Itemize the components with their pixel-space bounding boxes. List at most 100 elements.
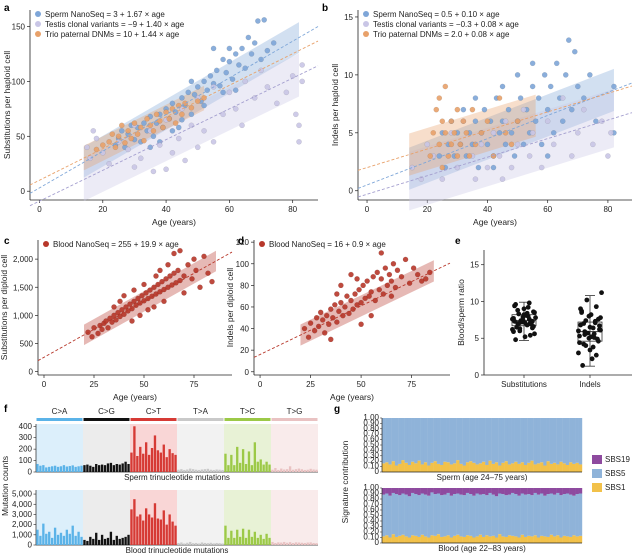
y-tick-label: 0 [29,368,34,377]
sbs1-segment [475,464,479,472]
y-tick-label: 0.40 [363,445,379,454]
sbs1-segment [427,537,431,543]
sbs1-segment [491,463,496,472]
data-point [514,72,521,78]
data-point [319,317,326,323]
data-point [436,95,443,101]
sbs1-segment [475,536,479,543]
regression-line [29,40,319,186]
data-point [121,292,127,299]
data-point [593,352,599,358]
sbs5-segment [385,493,389,536]
spectrum-bar [118,464,121,472]
data-point [255,18,261,24]
data-point [356,286,362,293]
x-tick-label: 0 [37,205,42,214]
data-point [581,321,587,326]
spectrum-bar [153,435,157,472]
y-tick-label: 1,000 [12,530,33,539]
data-point [201,253,207,260]
data-point [201,95,207,101]
spectrum-bar [97,539,101,545]
spectrum-bar [306,542,309,545]
sbs5-segment [546,494,550,537]
group-color-bar [83,418,130,421]
y-tick-label: 15 [344,13,353,22]
data-point [496,153,503,159]
data-point [427,153,434,159]
data-point [590,141,596,148]
sbs19-segment [533,488,538,493]
y-tick-label: 0.40 [363,516,379,525]
data-point [590,325,596,331]
panel-d: 0 25 50 75 0 20 40 60 80 100 120 Age (years) Indels … [225,238,451,402]
sbs5-segment [398,495,402,536]
data-point [181,290,187,296]
spectrum-bar [265,461,268,472]
y-tick-label: 50 [16,132,25,141]
data-point [598,327,603,333]
sbs1-segment [549,463,554,472]
sbs1-segment [520,534,525,543]
spectrum-bar [71,525,74,545]
sbs1-segment [511,535,515,543]
spectrum-bar [168,514,171,545]
data-point [338,299,344,306]
sbs1-segment [507,464,512,472]
sbs1-segment [446,535,450,543]
sbs5-segment [552,418,557,463]
sbs1-segment [578,464,583,472]
sbs1-segment [462,536,467,543]
sbs5-segment [401,418,405,461]
data-point [172,120,179,126]
sbs1-segment [575,536,579,543]
y-tick-label: 2,000 [12,520,33,529]
data-point [409,164,415,171]
sbs5-segment [556,492,560,536]
data-point [511,329,516,335]
sbs19-segment [494,488,499,497]
data-point [588,334,594,340]
sbs1-segment [565,536,570,543]
spectrum-bar [177,542,180,545]
data-point [532,310,537,315]
y-tick-label: 10 [470,297,479,306]
data-point [207,73,214,79]
legend-label: Sperm NanoSeq = 3 + 1.67 × age [45,10,165,19]
data-point [423,276,429,282]
spectrum-bar [224,525,227,545]
spectrum-bar [86,464,89,472]
sbs1-segment [575,462,579,472]
spectrum-bar [168,449,171,472]
data-point [364,278,370,284]
y-tick-label: 500 [20,340,34,349]
y-tick-label: 3,000 [12,510,33,519]
x-tick-label: Substitutions [501,380,547,389]
data-point [591,331,597,337]
spectrum-bar [212,469,215,472]
spectrum-bar [118,538,121,545]
spectrum-bar [45,467,48,472]
data-point [535,95,542,101]
sbs1-segment [423,462,428,472]
sbs5-segment [517,418,521,464]
sbs1-segment [569,536,573,543]
regression-line [253,262,451,358]
sbs5-segment [420,493,425,535]
data-point [141,137,147,144]
sbs5-segment [391,492,396,535]
data-point [175,135,182,142]
sbs1-segment [546,536,550,543]
data-point [508,141,515,148]
spectrum-bar [142,453,145,472]
sbs1-segment [398,535,402,543]
sbs19-segment [382,488,386,495]
data-point [151,284,157,290]
sbs19-segment [459,488,463,495]
spectrum-bar [274,468,277,472]
sbs1-segment [491,535,496,543]
y-tick-label: 0 [375,538,380,547]
sbs1-segment [443,536,447,543]
sbs5-segment [540,418,544,463]
data-point [517,95,524,101]
